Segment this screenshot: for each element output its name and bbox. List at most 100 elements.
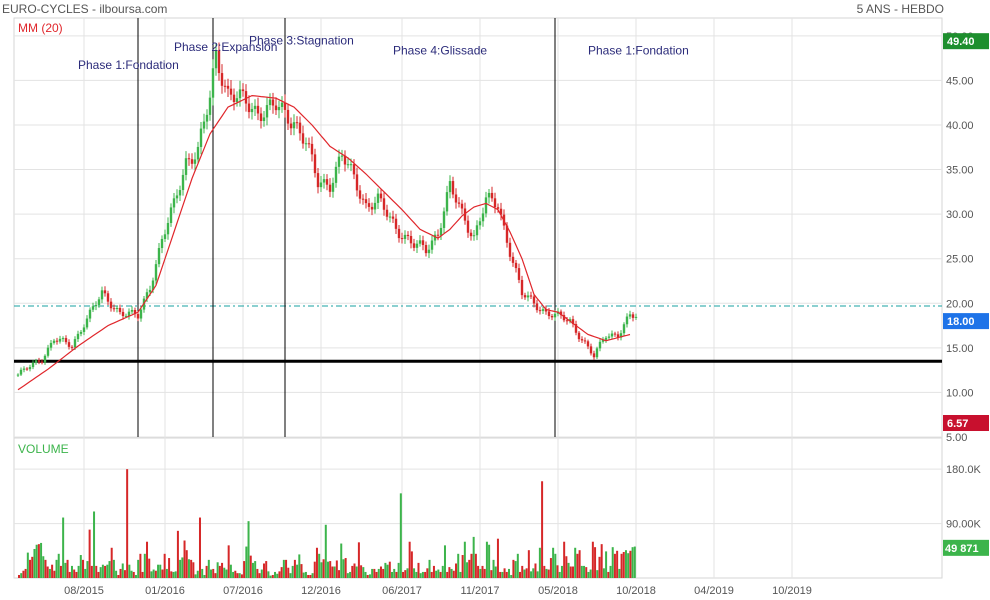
candle-up	[340, 155, 344, 157]
candle-down	[40, 361, 44, 363]
candle-up	[73, 339, 77, 348]
volume-bar	[62, 517, 65, 578]
candle-up	[19, 369, 23, 375]
volume-bar	[360, 565, 363, 578]
candle-down	[364, 199, 368, 204]
candle-up	[82, 327, 86, 332]
candle-up	[172, 198, 176, 208]
candle-down	[391, 216, 395, 219]
volume-bar	[254, 561, 257, 578]
price-axis-tick: 30.00	[946, 209, 974, 221]
volume-bar	[556, 565, 559, 578]
candle-down	[325, 179, 329, 185]
volume-bar	[179, 559, 182, 578]
volume-bar	[371, 568, 374, 578]
candle-up	[52, 340, 56, 343]
candle-up	[625, 316, 629, 325]
volume-bar	[276, 573, 279, 578]
candle-up	[145, 292, 149, 299]
candle-down	[490, 192, 494, 199]
candle-down	[508, 242, 512, 257]
volume-bar	[406, 568, 409, 578]
volume-bar	[560, 565, 563, 578]
volume-bar	[146, 541, 149, 578]
candle-up	[193, 159, 197, 164]
candle-up	[88, 309, 92, 319]
volume-bar	[278, 571, 281, 578]
volume-bar	[399, 493, 402, 578]
candle-down	[37, 360, 41, 362]
price-tag-label: 49.40	[947, 36, 975, 48]
candle-down	[112, 308, 116, 310]
candle-down	[343, 155, 347, 165]
candle-up	[160, 238, 164, 249]
candle-up	[169, 207, 173, 223]
volume-bar	[439, 571, 442, 578]
volume-bar	[198, 517, 201, 578]
candle-up	[94, 304, 98, 307]
volume-bar	[249, 555, 252, 578]
time-axis-tick: 10/2018	[616, 585, 656, 597]
candle-up	[388, 216, 392, 218]
volume-bar	[344, 558, 347, 578]
candle-down	[514, 262, 518, 269]
candle-down	[421, 240, 425, 246]
candle-up	[346, 164, 350, 166]
volume-bar	[225, 569, 228, 578]
volume-bar	[424, 571, 427, 578]
candle-down	[577, 332, 581, 340]
volume-bar	[108, 561, 111, 578]
volume-bar	[274, 571, 277, 578]
phase-label: Phase 2:Expansion	[174, 40, 277, 54]
volume-bar	[351, 565, 354, 578]
volume-bar	[260, 569, 263, 578]
volume-bar	[505, 571, 508, 578]
candle-down	[517, 268, 521, 280]
volume-bar	[600, 544, 603, 578]
candle-down	[70, 346, 74, 348]
candle-down	[379, 193, 383, 199]
candle-up	[322, 179, 326, 183]
candle-down	[469, 232, 473, 237]
volume-bar	[395, 571, 398, 578]
volume-bar	[494, 566, 497, 578]
volume-bar	[212, 568, 215, 578]
volume-bar	[150, 571, 153, 578]
time-axis-tick: 10/2019	[772, 585, 812, 597]
volume-bar	[137, 559, 140, 578]
candle-up	[553, 313, 557, 318]
volume-bar	[315, 547, 318, 578]
candle-down	[358, 190, 362, 199]
price-axis-tick: 15.00	[946, 343, 974, 355]
volume-bar	[545, 568, 548, 578]
volume-bar	[408, 541, 411, 578]
candle-up	[622, 324, 626, 334]
volume-bar	[267, 571, 270, 578]
volume-bar	[492, 559, 495, 578]
candle-up	[127, 311, 131, 316]
candle-down	[565, 320, 569, 322]
volume-bar	[269, 575, 272, 578]
volume-bar	[285, 559, 288, 578]
candle-up	[472, 235, 476, 237]
volume-bar	[174, 571, 177, 578]
volume-bar	[519, 571, 522, 578]
volume-bar	[293, 559, 296, 578]
volume-bar	[591, 541, 594, 578]
volume-bar	[413, 568, 416, 578]
volume-bar	[382, 568, 385, 578]
volume-panel-frame	[13, 437, 943, 579]
volume-bar	[549, 558, 552, 578]
volume-bar	[463, 541, 466, 578]
candle-up	[214, 50, 218, 69]
volume-bar	[313, 561, 316, 578]
candle-up	[268, 99, 272, 106]
candle-down	[397, 228, 401, 239]
volume-bar	[318, 553, 321, 578]
candle-down	[352, 164, 356, 175]
candle-down	[226, 85, 230, 89]
candle-up	[595, 348, 599, 358]
candle-down	[394, 218, 398, 229]
volume-bar	[298, 554, 301, 578]
candle-up	[442, 211, 446, 228]
